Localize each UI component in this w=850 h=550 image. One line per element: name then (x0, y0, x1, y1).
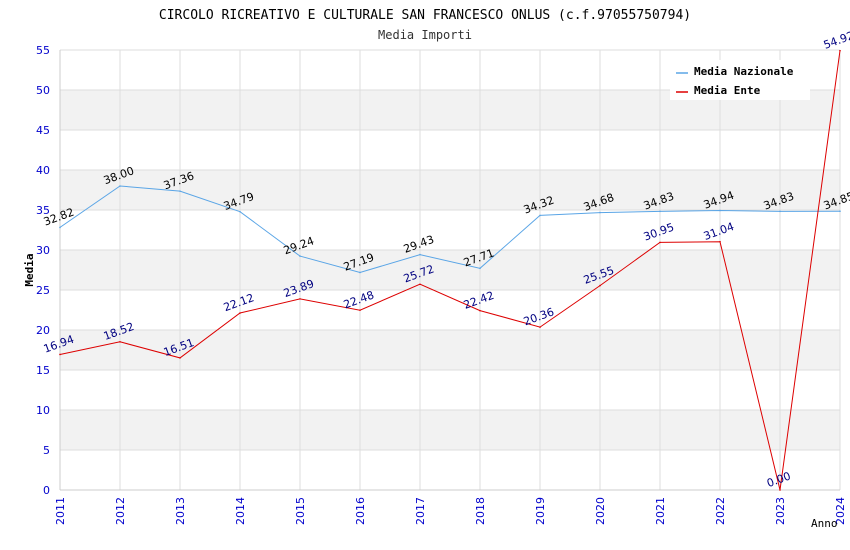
data-point-media-nazionale (539, 214, 541, 217)
y-tick-label: 40 (36, 164, 50, 177)
legend-box (670, 60, 810, 100)
y-tick-label: 15 (36, 364, 50, 377)
data-point-media-ente (839, 49, 841, 52)
grid-band (60, 170, 840, 210)
y-tick-label: 45 (36, 124, 50, 137)
chart-subtitle: Media Importi (378, 28, 472, 42)
data-point-media-nazionale (719, 209, 721, 212)
data-label-media-ente: 30.95 (642, 221, 676, 244)
x-tick-label: 2011 (54, 497, 67, 525)
series-lines (59, 49, 841, 491)
y-tick-label: 50 (36, 84, 50, 97)
data-point-media-nazionale (59, 226, 61, 229)
data-point-media-ente (359, 309, 361, 311)
y-tick-label: 10 (36, 404, 50, 417)
data-point-media-ente (659, 241, 661, 244)
data-point-media-ente (779, 489, 781, 491)
data-point-media-ente (539, 326, 541, 328)
data-point-media-nazionale (839, 210, 841, 212)
x-tick-label: 2022 (714, 497, 727, 525)
x-axis-label: Anno (811, 517, 838, 530)
x-tick-label: 2023 (774, 497, 787, 525)
x-tick-label: 2017 (414, 497, 427, 525)
x-tick-label: 2019 (534, 497, 547, 525)
data-point-media-ente (299, 298, 301, 300)
x-tick-label: 2018 (474, 497, 487, 525)
x-tick-label: 2015 (294, 497, 307, 525)
x-tick-label: 2013 (174, 497, 187, 525)
data-point-media-nazionale (359, 271, 361, 274)
series-line-media-nazionale (59, 185, 841, 274)
y-tick-label: 55 (36, 44, 50, 57)
y-tick-label: 5 (43, 444, 50, 457)
data-point-media-nazionale (119, 185, 121, 187)
data-label-media-ente: 31.04 (702, 220, 736, 243)
y-tick-labels: 0 5 10 15 20 25 30 35 40 45 50 55 (36, 44, 50, 497)
legend-label-media-nazionale: Media Nazionale (694, 65, 794, 78)
x-tick-label: 2020 (594, 497, 607, 525)
y-tick-label: 25 (36, 284, 50, 297)
grid-band (60, 410, 840, 450)
x-tick-label: 2014 (234, 497, 247, 525)
grid-band (60, 250, 840, 290)
series-line-media-ente (59, 50, 841, 491)
y-axis-label: Media (23, 253, 36, 286)
chart-title: CIRCOLO RICREATIVO E CULTURALE SAN FRANC… (159, 8, 691, 23)
x-tick-label: 2016 (354, 497, 367, 525)
data-point-media-ente (479, 309, 481, 312)
data-point-media-ente (419, 283, 421, 286)
data-label-media-ente: 22.48 (342, 288, 376, 311)
plot-bands (60, 90, 840, 450)
x-tick-label: 2021 (654, 497, 667, 525)
axes (59, 50, 840, 491)
data-point-media-ente (179, 357, 181, 359)
data-label-media-ente: 22.42 (462, 289, 496, 312)
legend: Media Nazionale Media Ente (670, 60, 810, 100)
data-point-media-nazionale (419, 253, 421, 256)
x-tick-labels: 2011 2012 2013 2014 2015 2016 2017 2018 2019 2020… (54, 497, 847, 525)
data-point-media-nazionale (299, 255, 301, 257)
y-tick-label: 0 (43, 484, 50, 497)
y-tick-label: 20 (36, 324, 50, 337)
y-tick-label: 30 (36, 244, 50, 257)
data-label-media-ente: 20.36 (522, 305, 556, 328)
data-point-media-ente (59, 353, 61, 356)
x-tick-label: 2012 (114, 497, 127, 525)
data-point-media-nazionale (479, 267, 481, 270)
data-point-media-nazionale (779, 210, 781, 213)
data-point-media-ente (599, 284, 601, 287)
data-point-media-nazionale (179, 190, 181, 192)
data-point-media-ente (119, 341, 121, 343)
data-point-media-ente (719, 240, 721, 243)
y-tick-label: 35 (36, 204, 50, 217)
data-point-media-ente (239, 312, 241, 314)
data-label-media-ente: 54.92 (822, 29, 850, 52)
data-point-media-nazionale (599, 211, 601, 214)
legend-label-media-ente: Media Ente (694, 84, 761, 97)
x-tick-label: 2024 (834, 497, 847, 525)
data-point-media-nazionale (239, 210, 241, 213)
data-point-media-nazionale (659, 210, 661, 213)
